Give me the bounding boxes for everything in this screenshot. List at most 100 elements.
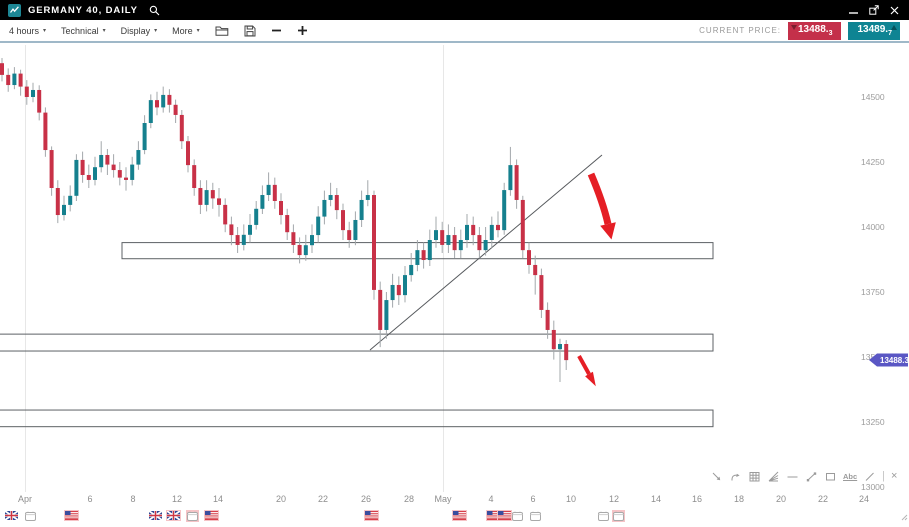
candle-up <box>403 275 407 296</box>
candle-down <box>520 199 525 251</box>
toolbar-separator: | <box>882 470 886 482</box>
candle-down <box>155 100 159 108</box>
candle-down <box>0 63 4 75</box>
candle-up <box>409 264 414 276</box>
event-icon-us-flag[interactable] <box>204 510 219 521</box>
candle-up <box>458 240 463 251</box>
save-icon[interactable] <box>244 25 256 37</box>
timeframe-value: 4 hours <box>9 25 40 36</box>
event-icon-uk-flag[interactable] <box>4 510 19 521</box>
x-axis-label: 10 <box>566 494 576 504</box>
search-icon[interactable] <box>149 5 160 16</box>
candle-up <box>502 190 507 231</box>
candle-up <box>148 100 153 123</box>
candle-down <box>527 250 531 265</box>
x-axis-label: 16 <box>692 494 702 504</box>
candle-down <box>421 250 426 261</box>
candle-down <box>223 204 228 225</box>
candle-up <box>489 224 494 240</box>
close-button[interactable] <box>890 6 899 15</box>
title-bar: GERMANY 40, DAILY <box>0 0 909 20</box>
event-icon-calendar[interactable] <box>612 510 625 522</box>
x-axis-label: 12 <box>172 494 182 504</box>
current-price-tag-value: 13488.3 <box>880 356 909 365</box>
tool-text-button[interactable]: Abc <box>843 471 858 481</box>
candle-up <box>260 195 265 209</box>
event-icon-calendar[interactable] <box>529 510 542 522</box>
x-axis-label: 22 <box>318 494 328 504</box>
candle-down <box>198 188 203 205</box>
zoom-in-button[interactable] <box>297 25 308 36</box>
event-icon-us-flag[interactable] <box>486 510 501 521</box>
zoom-out-button[interactable] <box>271 25 282 36</box>
x-axis-label: 14 <box>213 494 223 504</box>
red-arrow-annotation[interactable] <box>587 172 612 225</box>
event-icon-calendar[interactable] <box>186 510 199 522</box>
minimize-button[interactable] <box>849 6 858 15</box>
candle-up <box>359 199 364 220</box>
sell-price-button[interactable]: 13488.3 <box>788 21 841 40</box>
tool-delete-button[interactable]: × <box>891 469 898 482</box>
event-icon-us-flag[interactable] <box>497 510 512 521</box>
candle-up <box>68 195 73 205</box>
event-icon-calendar[interactable] <box>24 510 37 522</box>
tool-diagonal-line-button[interactable] <box>863 469 876 483</box>
event-icon-calendar[interactable] <box>597 510 610 522</box>
x-axis-label: May <box>434 494 452 504</box>
candle-down <box>6 74 11 86</box>
y-axis-label: 13250 <box>861 417 885 427</box>
event-icon-us-flag[interactable] <box>64 510 79 521</box>
technical-dropdown[interactable]: Technical ▾ <box>61 25 106 36</box>
x-axis-label: 4 <box>488 494 493 504</box>
event-icon-uk-flag[interactable] <box>148 510 163 521</box>
y-axis-label: 13750 <box>861 287 885 297</box>
event-icon-us-flag[interactable] <box>364 510 379 521</box>
candle-down <box>545 309 550 330</box>
candle-up <box>365 195 370 200</box>
more-dropdown[interactable]: More ▾ <box>172 25 200 36</box>
event-icon-calendar[interactable] <box>511 510 524 522</box>
candle-down <box>186 141 190 166</box>
event-icon-uk-flag[interactable] <box>166 510 181 521</box>
candle-down <box>539 275 544 310</box>
candle-down <box>514 165 519 200</box>
candle-up <box>328 195 333 200</box>
tool-angle-lines-button[interactable] <box>767 469 780 483</box>
x-axis-label: 18 <box>734 494 744 504</box>
candle-down <box>477 235 482 251</box>
candle-down <box>37 89 42 113</box>
candle-up <box>254 208 259 225</box>
tool-rectangle-button[interactable] <box>824 469 837 483</box>
event-icon-us-flag[interactable] <box>452 510 467 521</box>
x-axis-label: 28 <box>404 494 414 504</box>
rectangle-drawing[interactable] <box>0 409 714 428</box>
candle-down <box>217 198 221 205</box>
x-axis-label: Apr <box>18 494 32 504</box>
candle-down <box>334 195 339 211</box>
x-axis-label: 8 <box>130 494 135 504</box>
display-dropdown[interactable]: Display ▾ <box>120 25 158 36</box>
candle-down <box>341 210 345 231</box>
folder-icon[interactable] <box>215 25 229 36</box>
resize-handle[interactable] <box>901 508 908 526</box>
buy-price-button[interactable]: 13489.7 <box>847 21 900 40</box>
candle-down <box>471 224 476 236</box>
candle-down <box>551 329 556 350</box>
rectangle-drawing[interactable] <box>0 333 714 352</box>
tool-pointer-button[interactable] <box>710 469 723 483</box>
tool-trend-line-button[interactable] <box>805 469 818 483</box>
candle-up <box>161 94 166 108</box>
tool-horizontal-line-button[interactable] <box>786 469 799 483</box>
red-arrow-annotation[interactable] <box>577 355 591 375</box>
x-axis-label: 6 <box>87 494 92 504</box>
tool-grid-button[interactable] <box>748 469 761 483</box>
candle-down <box>210 190 215 199</box>
chevron-down-icon: ▾ <box>43 27 47 34</box>
candle-down <box>18 73 23 87</box>
economic-events-row <box>0 509 909 525</box>
tool-curved-arrow-button[interactable] <box>729 469 742 483</box>
timeframe-dropdown[interactable]: 4 hours ▾ <box>9 26 46 36</box>
popout-button[interactable] <box>869 5 879 15</box>
y-axis-label: 14250 <box>861 157 885 167</box>
